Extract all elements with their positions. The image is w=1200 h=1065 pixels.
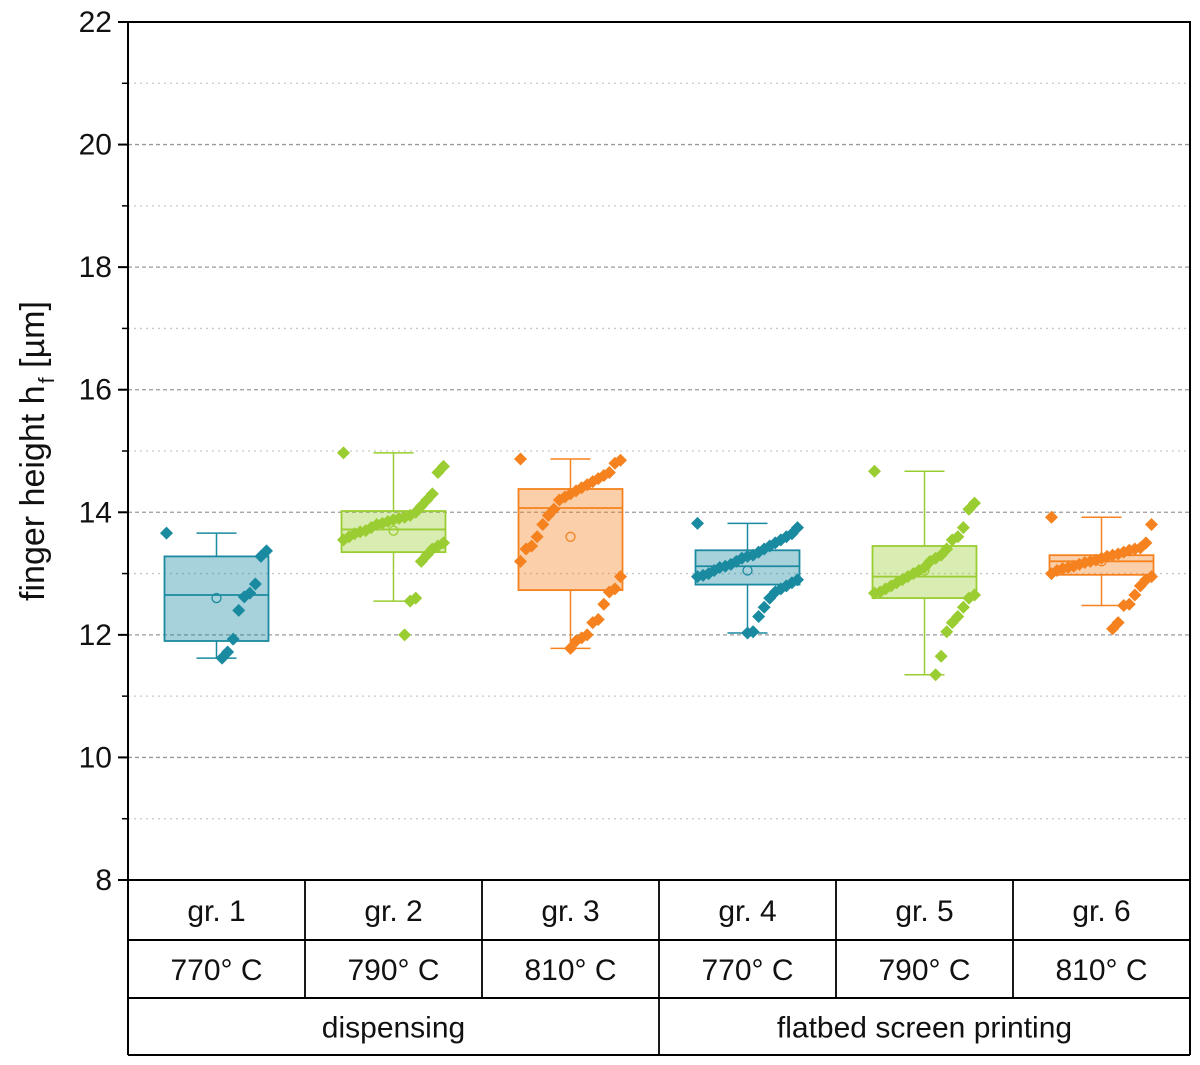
data-point xyxy=(962,591,976,605)
points-group-2 xyxy=(337,446,450,642)
y-tick-label: 16 xyxy=(79,374,112,407)
data-point xyxy=(868,586,881,600)
mean-marker xyxy=(388,525,399,536)
group-label: gr. 2 xyxy=(364,895,422,928)
data-point xyxy=(536,518,550,532)
y-tick-label: 10 xyxy=(79,741,112,774)
data-point xyxy=(160,526,173,540)
category-table: gr. 1 770° C gr. 2 790° C gr. 3 810° C gr. 4 77… xyxy=(127,880,1191,1056)
data-point xyxy=(956,600,970,614)
points-group-4 xyxy=(691,516,804,640)
data-point xyxy=(431,465,445,479)
y-tick-label: 12 xyxy=(79,619,112,652)
data-point xyxy=(763,591,777,605)
mean-marker xyxy=(565,531,576,542)
group-label: gr. 3 xyxy=(541,895,599,928)
y-axis-label-unit: [µm] xyxy=(14,301,52,377)
temperature-label: 770° C xyxy=(701,954,793,987)
y-tick-label: 22 xyxy=(79,6,112,39)
method-label: dispensing xyxy=(322,1012,465,1045)
box-3 xyxy=(517,458,624,650)
data-point xyxy=(514,554,527,568)
data-point xyxy=(1145,518,1158,532)
mean-marker xyxy=(742,565,753,576)
mean-marker xyxy=(211,592,222,604)
data-point xyxy=(945,616,959,630)
data-point xyxy=(530,530,544,544)
data-point xyxy=(741,626,754,640)
data-point xyxy=(586,616,600,630)
data-point xyxy=(519,542,533,556)
data-point xyxy=(414,554,428,568)
data-point xyxy=(614,570,627,584)
box-iqr xyxy=(163,555,270,642)
data-point xyxy=(403,594,417,608)
group-label: gr. 1 xyxy=(187,895,245,928)
temperature-label: 770° C xyxy=(170,954,262,987)
data-point xyxy=(868,464,881,478)
y-tick-label: 14 xyxy=(79,496,112,529)
data-point xyxy=(215,651,229,665)
method-label: flatbed screen printing xyxy=(777,1012,1072,1045)
data-point xyxy=(691,570,704,584)
data-point xyxy=(757,600,771,614)
data-point xyxy=(945,533,959,547)
group-label: gr. 5 xyxy=(895,895,953,928)
points-group-1 xyxy=(160,526,273,665)
box-layer xyxy=(163,452,1155,676)
y-axis-label: finger height h f [µm] xyxy=(14,301,59,601)
box-2 xyxy=(340,452,447,602)
data-point xyxy=(1045,567,1058,581)
data-point xyxy=(608,456,622,470)
temperature-label: 810° C xyxy=(1055,954,1147,987)
data-point xyxy=(254,549,268,563)
data-point xyxy=(232,603,246,617)
data-point xyxy=(1117,598,1131,612)
y-tick-label: 20 xyxy=(79,129,112,162)
data-point xyxy=(564,641,577,655)
points-group-6 xyxy=(1045,510,1158,636)
data-points xyxy=(160,446,1158,682)
y-axis-label-subscript: f xyxy=(34,376,59,383)
y-tick-label: 8 xyxy=(95,864,112,897)
data-point xyxy=(691,516,704,530)
points-group-5 xyxy=(868,464,981,682)
data-point xyxy=(940,625,954,639)
box-1 xyxy=(163,532,270,659)
grid-lines xyxy=(128,82,1190,820)
data-point xyxy=(602,585,616,599)
temperature-label: 790° C xyxy=(347,954,439,987)
data-point xyxy=(552,493,566,507)
data-point xyxy=(226,632,240,646)
data-point xyxy=(1128,588,1142,602)
group-label: gr. 6 xyxy=(1072,895,1130,928)
data-point xyxy=(237,590,251,604)
data-point xyxy=(929,668,943,682)
data-point xyxy=(514,452,527,466)
data-point xyxy=(337,533,350,547)
data-point xyxy=(1106,622,1120,636)
data-point xyxy=(752,609,766,623)
y-axis: 8 10 12 14 16 18 20 22 xyxy=(79,6,128,897)
data-point xyxy=(956,521,970,535)
data-point xyxy=(1045,510,1058,524)
plot-frame xyxy=(127,21,1191,881)
data-point xyxy=(934,649,948,663)
data-point xyxy=(337,446,350,460)
temperature-label: 810° C xyxy=(524,954,616,987)
data-point xyxy=(962,502,976,516)
data-point xyxy=(597,597,611,611)
data-point xyxy=(414,499,428,513)
box-iqr xyxy=(340,510,447,554)
data-point xyxy=(248,577,262,591)
data-point xyxy=(1133,579,1147,593)
data-point xyxy=(398,628,412,642)
group-label: gr. 4 xyxy=(718,895,776,928)
points-group-3 xyxy=(514,452,627,655)
temperature-label: 790° C xyxy=(878,954,970,987)
y-axis-label-main: finger height h xyxy=(14,385,52,601)
data-point xyxy=(541,508,555,522)
y-tick-label: 18 xyxy=(79,251,112,284)
